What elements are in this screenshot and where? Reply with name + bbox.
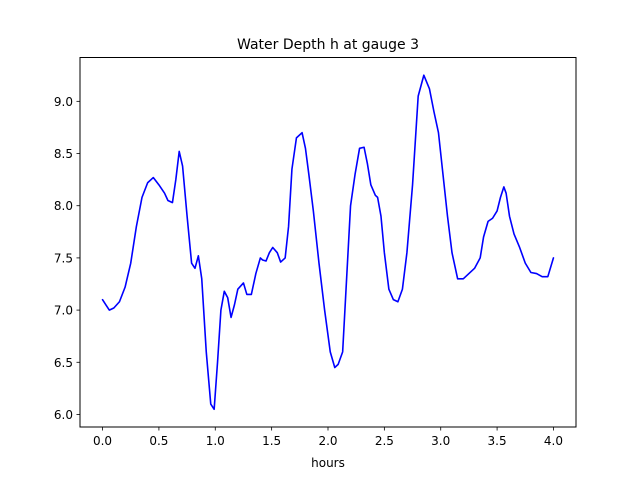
x-tick-label: 4.0 bbox=[544, 434, 563, 448]
x-tick-label: 2.5 bbox=[375, 434, 394, 448]
series-line bbox=[101, 74, 555, 411]
x-axis: 0.0 0.5 1.0 1.5 2.0 2.5 3.0 3.5 4.0 bbox=[93, 427, 563, 448]
y-axis: 6.0 6.5 7.0 7.5 8.0 8.5 9.0 bbox=[54, 95, 80, 422]
x-tick-label: 3.5 bbox=[488, 434, 507, 448]
y-tick-label: 7.5 bbox=[54, 251, 73, 265]
x-tick-label: 0.0 bbox=[93, 434, 112, 448]
y-tick-label: 9.0 bbox=[54, 95, 73, 109]
x-tick-label: 1.5 bbox=[262, 434, 281, 448]
y-tick-label: 8.0 bbox=[54, 199, 73, 213]
plot-series bbox=[101, 74, 555, 411]
y-tick-label: 6.0 bbox=[54, 408, 73, 422]
y-tick-label: 7.0 bbox=[54, 304, 73, 318]
x-tick-label: 0.5 bbox=[149, 434, 168, 448]
x-tick-label: 2.0 bbox=[318, 434, 337, 448]
y-tick-label: 6.5 bbox=[54, 356, 73, 370]
plot-frame bbox=[79, 57, 577, 428]
y-tick-label: 8.5 bbox=[54, 147, 73, 161]
x-tick-label: 1.0 bbox=[206, 434, 225, 448]
x-tick-label: 3.0 bbox=[431, 434, 450, 448]
chart-title: Water Depth h at gauge 3 bbox=[237, 37, 419, 53]
x-axis-label: hours bbox=[311, 456, 345, 470]
